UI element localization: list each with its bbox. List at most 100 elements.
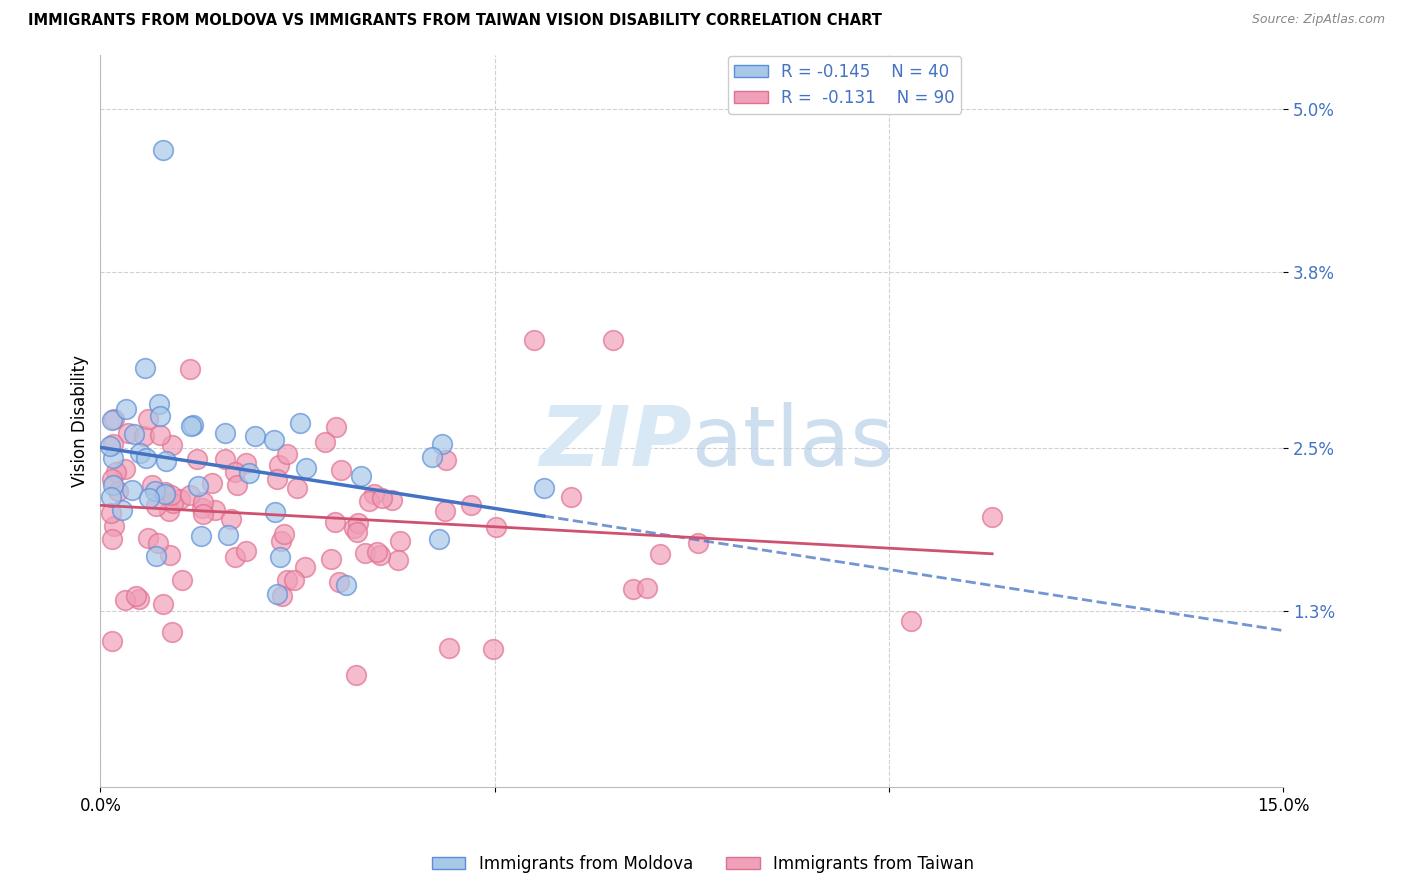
Point <box>148 409 170 424</box>
Point <box>267 458 290 472</box>
Point <box>100 506 122 520</box>
Point <box>111 503 134 517</box>
Point <box>138 491 160 505</box>
Point <box>179 362 201 376</box>
Point <box>224 465 246 479</box>
Point <box>434 504 457 518</box>
Point <box>350 469 373 483</box>
Legend: R = -0.145    N = 40, R =  -0.131    N = 90: R = -0.145 N = 40, R = -0.131 N = 90 <box>727 56 962 114</box>
Point <box>217 527 239 541</box>
Point <box>107 483 129 498</box>
Point <box>152 143 174 157</box>
Point <box>900 614 922 628</box>
Point <box>271 589 294 603</box>
Point <box>359 494 381 508</box>
Point <box>100 491 122 505</box>
Point <box>134 360 156 375</box>
Point <box>100 413 122 427</box>
Point <box>214 426 236 441</box>
Point <box>103 412 125 426</box>
Point <box>363 487 385 501</box>
Point <box>105 466 128 480</box>
Point <box>329 463 352 477</box>
Point <box>172 573 194 587</box>
Point <box>243 428 266 442</box>
Point <box>160 438 183 452</box>
Point <box>145 499 167 513</box>
Point <box>155 454 177 468</box>
Point <box>100 472 122 486</box>
Point <box>328 574 350 589</box>
Point <box>560 491 582 505</box>
Point <box>533 481 555 495</box>
Point <box>276 447 298 461</box>
Point <box>235 456 257 470</box>
Point <box>141 477 163 491</box>
Point <box>187 479 209 493</box>
Point <box>335 578 357 592</box>
Point <box>136 412 159 426</box>
Point <box>263 434 285 448</box>
Point <box>235 544 257 558</box>
Point <box>319 552 342 566</box>
Point <box>387 553 409 567</box>
Point <box>264 505 287 519</box>
Text: IMMIGRANTS FROM MOLDOVA VS IMMIGRANTS FROM TAIWAN VISION DISABILITY CORRELATION : IMMIGRANTS FROM MOLDOVA VS IMMIGRANTS FR… <box>28 13 882 29</box>
Point <box>430 437 453 451</box>
Point <box>115 402 138 417</box>
Point <box>159 548 181 562</box>
Point <box>283 573 305 587</box>
Point <box>136 532 159 546</box>
Point <box>224 550 246 565</box>
Point <box>636 581 658 595</box>
Point <box>366 544 388 558</box>
Point <box>114 462 136 476</box>
Point <box>152 598 174 612</box>
Point <box>103 477 125 491</box>
Point <box>149 428 172 442</box>
Point <box>117 426 139 441</box>
Point <box>186 451 208 466</box>
Point <box>648 547 671 561</box>
Point <box>346 524 368 539</box>
Point <box>314 434 336 449</box>
Point <box>135 451 157 466</box>
Point <box>427 532 450 546</box>
Point <box>270 533 292 548</box>
Point <box>325 420 347 434</box>
Point <box>621 582 644 596</box>
Point <box>124 589 146 603</box>
Point <box>134 428 156 442</box>
Text: Source: ZipAtlas.com: Source: ZipAtlas.com <box>1251 13 1385 27</box>
Point <box>434 453 457 467</box>
Point <box>128 591 150 606</box>
Point <box>273 526 295 541</box>
Point <box>214 452 236 467</box>
Point <box>420 450 443 464</box>
Point <box>290 416 312 430</box>
Point <box>103 437 125 451</box>
Point <box>157 504 180 518</box>
Point <box>269 550 291 565</box>
Y-axis label: Vision Disability: Vision Disability <box>72 355 89 487</box>
Point <box>153 487 176 501</box>
Point <box>295 461 318 475</box>
Point <box>276 574 298 588</box>
Text: ZIP: ZIP <box>538 402 692 483</box>
Point <box>294 559 316 574</box>
Point <box>114 592 136 607</box>
Point <box>266 472 288 486</box>
Point <box>354 546 377 560</box>
Point <box>100 533 122 547</box>
Point <box>343 521 366 535</box>
Point <box>201 476 224 491</box>
Text: atlas: atlas <box>692 402 893 483</box>
Point <box>323 515 346 529</box>
Point <box>162 496 184 510</box>
Point <box>143 484 166 499</box>
Point <box>160 624 183 639</box>
Point <box>370 491 392 506</box>
Point <box>389 534 412 549</box>
Point <box>122 427 145 442</box>
Point <box>204 502 226 516</box>
